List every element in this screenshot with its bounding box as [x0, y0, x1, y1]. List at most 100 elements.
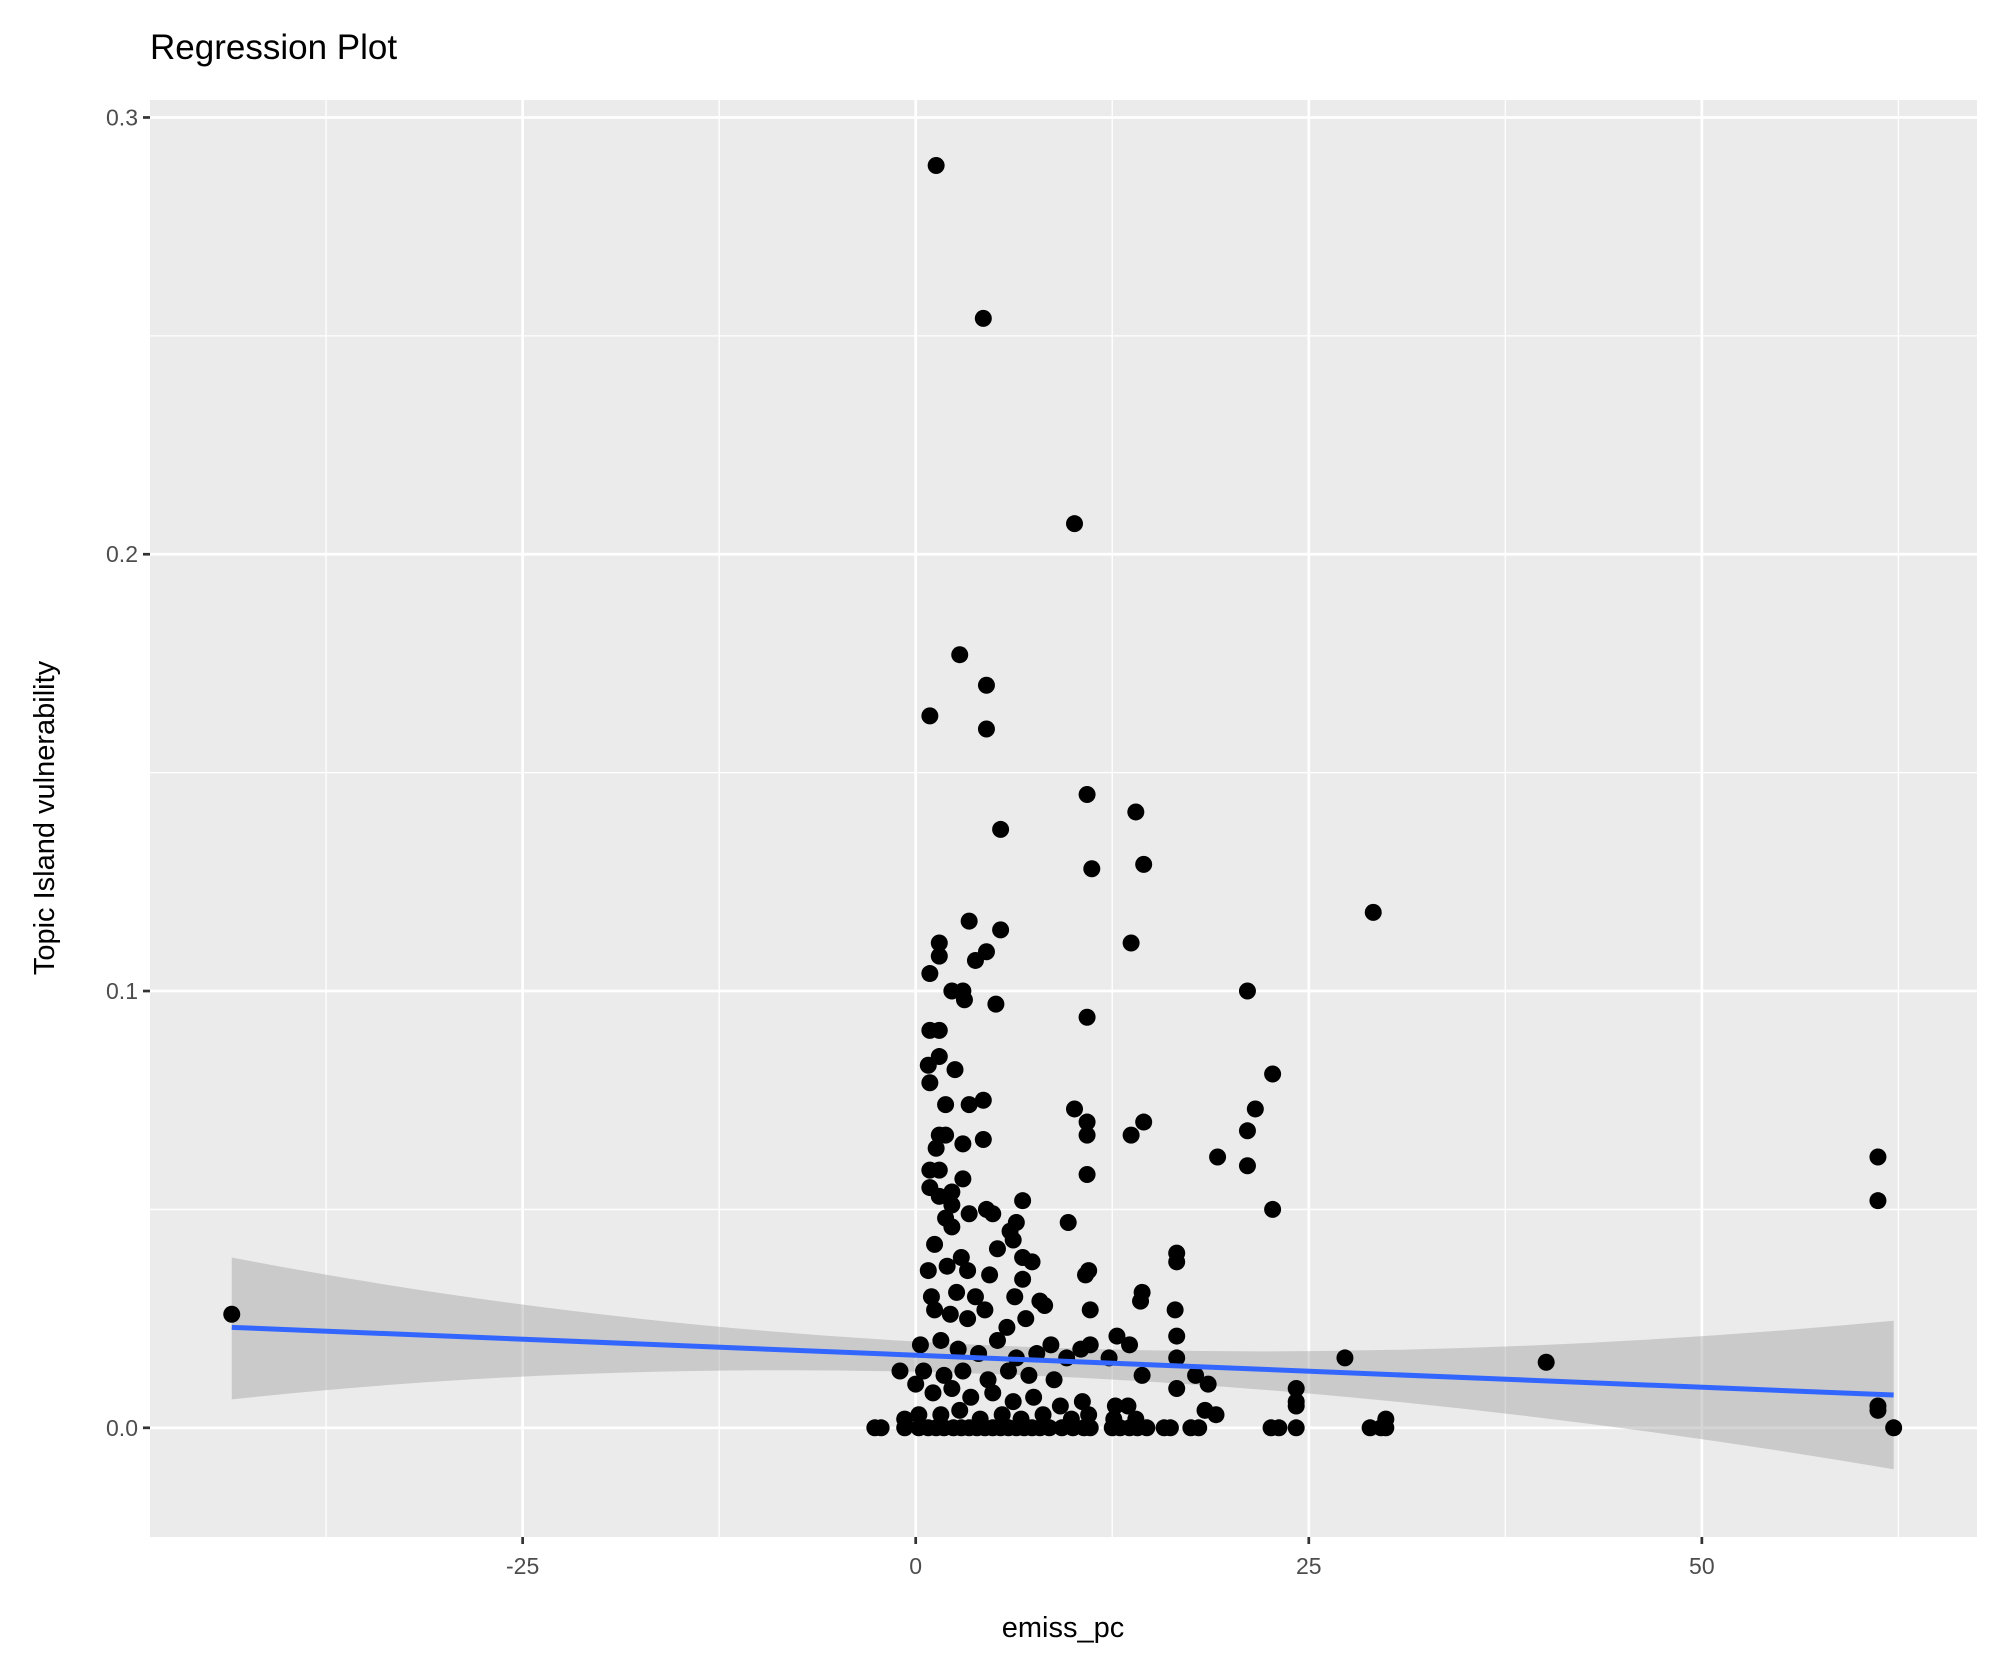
data-point [981, 1266, 999, 1284]
data-point [951, 646, 969, 664]
data-point [1377, 1419, 1395, 1437]
plot-panel [150, 100, 1977, 1537]
data-point [1045, 1371, 1063, 1389]
data-point [966, 1288, 984, 1306]
data-point [1132, 1292, 1150, 1310]
data-point [930, 947, 948, 965]
data-point [915, 1362, 933, 1380]
data-point [1287, 1419, 1305, 1437]
data-point [932, 1406, 950, 1424]
data-point [926, 1235, 944, 1253]
data-point [1066, 1100, 1084, 1118]
data-point [921, 1074, 939, 1092]
data-point [1078, 1008, 1096, 1026]
data-point [1078, 1165, 1096, 1183]
y-tick-label: 0.3 [106, 104, 138, 130]
data-point [1336, 1349, 1354, 1367]
data-point [974, 1131, 992, 1149]
data-point [1031, 1292, 1049, 1310]
x-tick-label: -25 [506, 1553, 539, 1579]
data-point [1168, 1253, 1186, 1271]
data-point [1122, 934, 1140, 952]
chart-title: Regression Plot [150, 28, 397, 67]
data-point [930, 1161, 948, 1179]
data-point [976, 1301, 994, 1319]
data-point [1869, 1148, 1887, 1166]
data-point [1081, 1301, 1099, 1319]
data-point [872, 1419, 890, 1437]
data-point [1238, 1157, 1256, 1175]
data-point [1059, 1214, 1077, 1232]
data-point [1209, 1148, 1227, 1166]
data-point [921, 965, 939, 983]
data-point [1023, 1253, 1041, 1271]
data-point [960, 1205, 978, 1223]
data-point [927, 157, 945, 175]
data-point [1077, 1266, 1095, 1284]
data-point [959, 1262, 977, 1280]
data-point [930, 1021, 948, 1039]
x-axis-ticks: -25 0 25 50 [506, 1537, 1715, 1579]
data-point [891, 1362, 909, 1380]
data-point [924, 1384, 942, 1402]
data-point [943, 1379, 961, 1397]
data-point [1014, 1270, 1032, 1288]
data-point [977, 720, 995, 738]
data-point [1869, 1401, 1887, 1419]
major-gridlines [150, 100, 1977, 1537]
data-point [1127, 803, 1145, 821]
data-point [1066, 515, 1084, 533]
data-point [1073, 1393, 1091, 1411]
data-point [910, 1406, 928, 1424]
data-point [1017, 1310, 1035, 1328]
data-point [896, 1419, 914, 1437]
x-tick-label: 25 [1296, 1553, 1322, 1579]
data-point [1042, 1336, 1060, 1354]
data-point [1264, 1065, 1282, 1083]
data-point [959, 1310, 977, 1328]
data-point [988, 1240, 1006, 1258]
data-point [1199, 1375, 1217, 1393]
data-point [1166, 1301, 1184, 1319]
data-point [1869, 1192, 1887, 1210]
data-point [960, 912, 978, 930]
data-points [223, 157, 1903, 1437]
data-point [1287, 1397, 1305, 1415]
data-point [1364, 903, 1382, 921]
data-point [941, 1305, 959, 1323]
data-point [921, 707, 939, 725]
data-point [1168, 1327, 1186, 1345]
data-point [1190, 1419, 1208, 1437]
data-point [1161, 1419, 1179, 1437]
data-point [1034, 1406, 1052, 1424]
data-point [1072, 1340, 1090, 1358]
data-point [1106, 1397, 1124, 1415]
data-point [1078, 1113, 1096, 1131]
data-point [960, 1096, 978, 1114]
data-point [1083, 860, 1101, 878]
data-point [1238, 1122, 1256, 1140]
data-point [979, 1371, 997, 1389]
data-point [927, 1139, 945, 1157]
data-point [943, 1183, 961, 1201]
data-point [1264, 1200, 1282, 1218]
data-point [1108, 1327, 1126, 1345]
data-point [1080, 1406, 1098, 1424]
data-point [1004, 1393, 1022, 1411]
data-point [974, 309, 992, 327]
data-point [223, 1305, 241, 1323]
data-point [1006, 1288, 1024, 1306]
y-axis-title: Topic Island vulnerability [29, 660, 61, 975]
data-point [952, 1248, 970, 1266]
data-point [932, 1331, 950, 1349]
data-point [962, 1388, 980, 1406]
data-point [1078, 1126, 1096, 1144]
data-point [992, 921, 1010, 939]
data-point [1138, 1419, 1156, 1437]
x-tick-label: 0 [909, 1553, 922, 1579]
data-point [977, 676, 995, 694]
data-point [1119, 1397, 1137, 1415]
y-tick-label: 0.1 [106, 978, 138, 1004]
data-point [922, 1288, 940, 1306]
data-point [1133, 1366, 1151, 1384]
